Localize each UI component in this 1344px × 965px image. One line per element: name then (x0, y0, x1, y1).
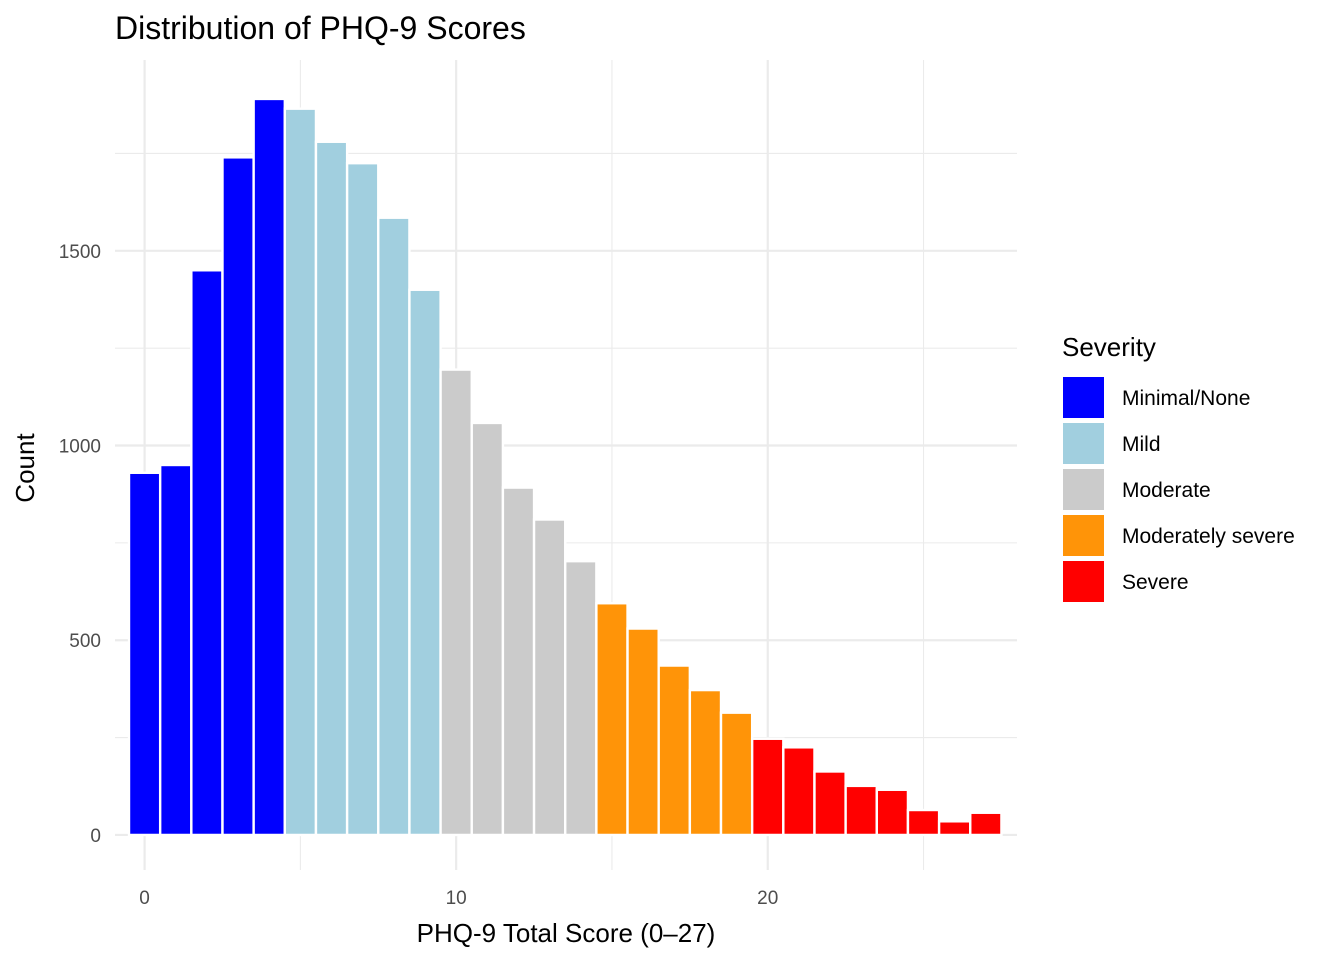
bar-score-25 (906, 808, 941, 837)
bar-score-18 (688, 688, 723, 837)
y-tick-label: 500 (69, 631, 101, 652)
bars-group (127, 97, 1003, 837)
bar-score-12 (501, 486, 536, 837)
bar-score-20 (750, 737, 785, 837)
y-axis-title: Count (10, 433, 40, 503)
bar-score-26 (937, 820, 972, 837)
bar-score-15 (595, 602, 629, 837)
y-tick-label: 0 (90, 826, 101, 847)
bar-score-7 (345, 161, 380, 837)
bar-score-19 (719, 711, 754, 837)
x-tick-label: 20 (757, 888, 778, 909)
legend-swatch (1063, 515, 1104, 556)
bar-score-3 (221, 156, 255, 837)
bar-score-2 (190, 269, 224, 837)
legend-label: Minimal/None (1122, 387, 1250, 410)
legend-swatch (1063, 469, 1104, 510)
bar-score-16 (626, 627, 660, 837)
x-tick-label: 10 (446, 888, 467, 909)
y-tick-labels: 0 500 1000 1500 (59, 242, 101, 847)
bar-score-13 (532, 518, 567, 837)
x-tick-label: 0 (139, 888, 150, 909)
legend-label: Severe (1122, 571, 1189, 594)
legend-swatch (1063, 423, 1104, 464)
legend-label: Moderately severe (1122, 525, 1295, 548)
bar-score-1 (158, 463, 193, 837)
bar-score-14 (564, 559, 598, 837)
bar-score-27 (969, 811, 1003, 837)
y-tick-label: 1500 (59, 242, 101, 263)
legend-swatch (1063, 561, 1104, 602)
bar-score-24 (875, 788, 910, 837)
chart-title: Distribution of PHQ-9 Scores (115, 10, 526, 46)
bar-score-22 (813, 770, 847, 837)
legend: Minimal/None Mild Moderate Moderately sever… (1063, 377, 1295, 602)
y-tick-label: 1000 (59, 437, 101, 458)
bar-score-23 (844, 784, 878, 837)
bar-score-17 (657, 664, 692, 837)
x-tick-labels: 0 10 20 (139, 888, 778, 909)
legend-label: Mild (1122, 433, 1161, 456)
bar-score-21 (782, 746, 816, 837)
bar-score-6 (314, 140, 349, 837)
x-axis-title: PHQ-9 Total Score (0–27) (417, 918, 716, 948)
bar-score-10 (439, 368, 473, 837)
legend-title: Severity (1062, 332, 1156, 362)
legend-label: Moderate (1122, 479, 1211, 502)
bar-score-4 (252, 97, 287, 837)
bar-score-5 (283, 107, 318, 837)
legend-swatch (1063, 377, 1104, 418)
bar-score-9 (408, 288, 442, 837)
bar-score-8 (377, 216, 411, 837)
bar-score-0 (127, 471, 162, 837)
bar-score-11 (470, 421, 505, 837)
